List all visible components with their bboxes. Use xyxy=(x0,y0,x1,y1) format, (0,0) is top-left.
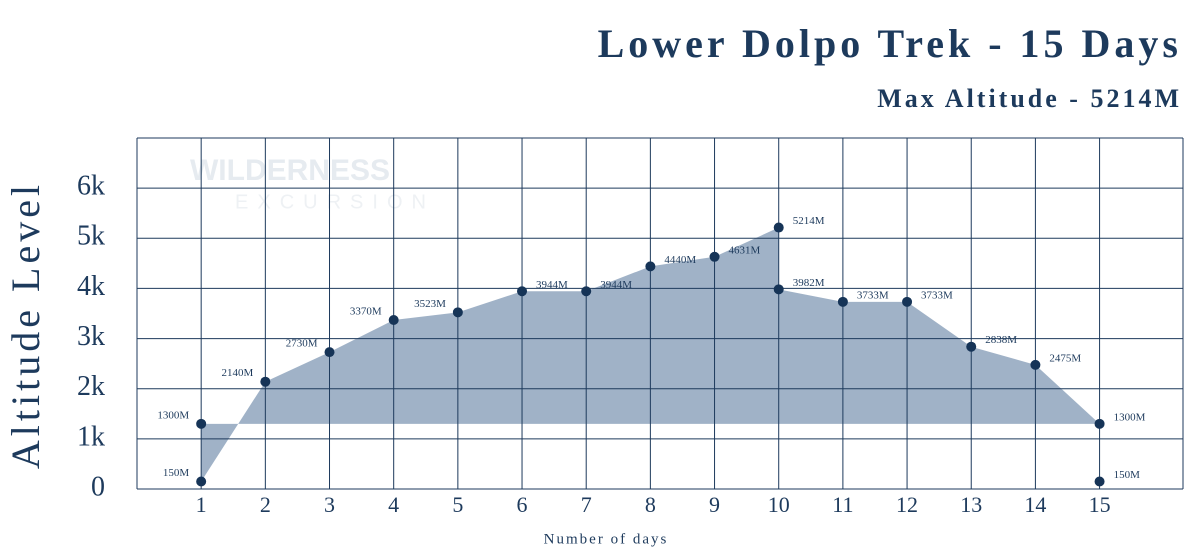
chart-subtitle: Max Altitude - 5214M xyxy=(877,84,1182,113)
data-label: 3733M xyxy=(857,289,889,301)
data-point xyxy=(196,476,207,487)
x-tick-label: 12 xyxy=(896,492,918,517)
data-label: 3523M xyxy=(414,298,446,310)
data-point xyxy=(517,286,528,297)
data-label: 2838M xyxy=(985,334,1017,346)
data-point xyxy=(1030,359,1041,370)
x-tick-label: 2 xyxy=(260,492,271,517)
data-point xyxy=(260,376,271,387)
data-label: 5214M xyxy=(793,215,825,227)
y-tick-label: 4k xyxy=(77,271,105,302)
data-point xyxy=(966,341,977,352)
data-point xyxy=(581,286,592,297)
data-label: 3944M xyxy=(536,279,568,291)
y-tick-label: 0 xyxy=(91,471,105,502)
data-point xyxy=(645,261,656,272)
data-point xyxy=(1094,418,1105,429)
data-label: 3982M xyxy=(793,277,825,289)
x-tick-label: 11 xyxy=(832,492,853,517)
x-tick-label: 8 xyxy=(645,492,656,517)
x-tick-label: 10 xyxy=(768,492,790,517)
data-point xyxy=(837,296,848,307)
data-point xyxy=(324,347,335,358)
x-tick-label: 14 xyxy=(1024,492,1046,517)
data-label: 4631M xyxy=(729,244,761,256)
data-label: 1300M xyxy=(1114,411,1146,423)
data-point xyxy=(452,307,463,318)
data-label: 3733M xyxy=(921,289,953,301)
y-tick-label: 3k xyxy=(77,321,105,352)
x-tick-label: 7 xyxy=(581,492,592,517)
data-point xyxy=(1094,476,1105,487)
data-label: 150M xyxy=(1114,469,1141,481)
x-tick-label: 13 xyxy=(960,492,982,517)
data-label: 3370M xyxy=(350,306,382,318)
data-label: 2140M xyxy=(222,367,254,379)
data-label: 4440M xyxy=(664,254,696,266)
data-point xyxy=(388,315,399,326)
y-tick-label: 6k xyxy=(77,171,105,202)
data-label: 2730M xyxy=(286,338,318,350)
x-tick-label: 1 xyxy=(196,492,207,517)
x-tick-label: 15 xyxy=(1089,492,1111,517)
y-axis-label: Altitude Level xyxy=(3,181,48,469)
data-point xyxy=(773,222,784,233)
data-label: 3944M xyxy=(600,279,632,291)
data-label: 1300M xyxy=(157,409,189,421)
x-tick-label: 4 xyxy=(388,492,399,517)
x-tick-label: 5 xyxy=(452,492,463,517)
chart-title: Lower Dolpo Trek - 15 Days xyxy=(598,21,1182,66)
y-tick-label: 1k xyxy=(77,421,105,452)
x-tick-label: 6 xyxy=(517,492,528,517)
data-point xyxy=(196,418,207,429)
x-axis-label: Number of days xyxy=(544,531,669,547)
watermark: EXCURSION xyxy=(235,191,435,213)
x-tick-label: 9 xyxy=(709,492,720,517)
y-tick-label: 5k xyxy=(77,221,105,252)
data-label: 150M xyxy=(163,467,190,479)
data-label: 2475M xyxy=(1049,352,1081,364)
data-point xyxy=(902,296,913,307)
y-tick-label: 2k xyxy=(77,371,105,402)
data-point xyxy=(709,251,720,262)
x-tick-label: 3 xyxy=(324,492,335,517)
data-point xyxy=(773,284,784,295)
watermark: WILDERNESS xyxy=(190,154,390,187)
